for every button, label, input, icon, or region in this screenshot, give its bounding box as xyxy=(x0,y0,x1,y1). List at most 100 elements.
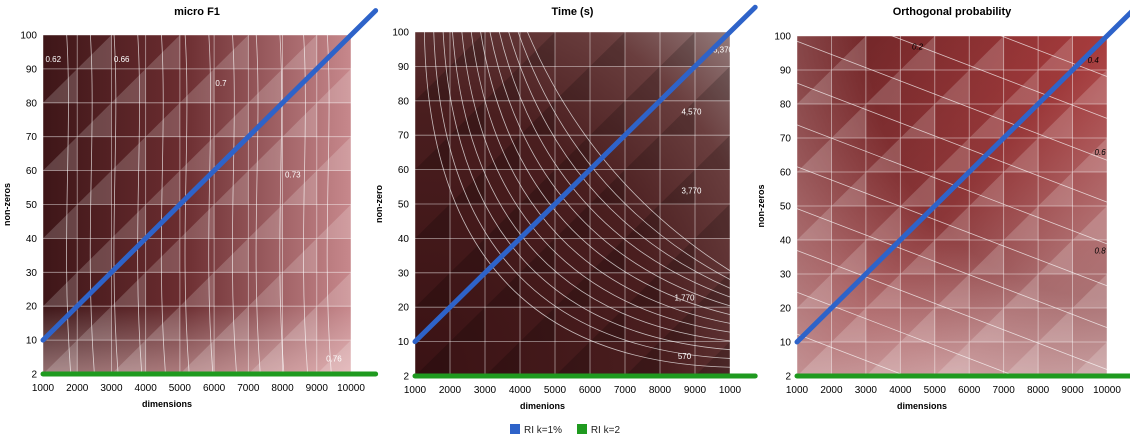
y-tick-label: 90 xyxy=(398,62,410,73)
heatmap-facets xyxy=(797,36,1107,376)
y-tick-label: 30 xyxy=(26,268,38,279)
x-tick-label: 7000 xyxy=(237,383,260,394)
heatmap-facet xyxy=(797,138,832,172)
heatmap-facet xyxy=(43,136,78,171)
x-tick-label: 3000 xyxy=(100,383,123,394)
heatmap-facet xyxy=(934,342,970,376)
heatmap-facet xyxy=(865,274,901,308)
heatmap-facet xyxy=(695,135,730,170)
contour-label: 4,570 xyxy=(681,108,702,117)
heatmap-facet xyxy=(590,307,625,342)
heatmap-facet xyxy=(660,100,695,136)
y-tick-label: 70 xyxy=(26,132,38,143)
heatmap-facet xyxy=(625,204,660,239)
contour-line xyxy=(498,31,731,298)
contour-label: 0.66 xyxy=(114,55,130,64)
contour-line xyxy=(796,166,1108,287)
chart-panel-3: Orthogonal probability 1000 2000 3000 4000 50… xyxy=(756,0,1130,424)
y-tick-label: 60 xyxy=(780,168,792,179)
contour-line xyxy=(470,31,731,324)
x-tick-label: 10000 xyxy=(1093,385,1121,396)
heatmap-facet xyxy=(1003,70,1039,104)
x-tick-label: 5000 xyxy=(924,385,947,396)
y-tick-label: 20 xyxy=(780,304,792,315)
x-tick-label: 1000 xyxy=(719,385,742,396)
y-tick-label: 20 xyxy=(398,303,410,314)
heatmap-facets xyxy=(415,32,730,376)
y-tick-label: 30 xyxy=(398,268,410,279)
heatmap-facet xyxy=(485,341,520,376)
heatmap-facet xyxy=(900,172,935,206)
y-tick-label: 100 xyxy=(392,28,409,39)
heatmap-facet xyxy=(969,36,1004,70)
heatmap-facet xyxy=(1003,274,1039,308)
y-tick-label: 30 xyxy=(780,270,792,281)
heatmap-facet xyxy=(248,204,283,239)
y-tick-label: 90 xyxy=(780,66,792,77)
heatmap-facet xyxy=(625,66,660,101)
contour-line xyxy=(796,250,1108,370)
contour-line xyxy=(303,34,309,375)
heatmap-facet xyxy=(282,238,317,273)
heatmap-facet xyxy=(179,68,215,103)
contour-label: 3,770 xyxy=(681,187,702,196)
contour-line xyxy=(796,40,1108,161)
y-tick-label: 10 xyxy=(780,338,792,349)
x-tick-label: 6000 xyxy=(958,385,981,396)
heatmap-facet xyxy=(450,307,485,342)
heatmap-facet xyxy=(590,169,625,204)
contour-line xyxy=(423,31,731,368)
heatmap-facet xyxy=(316,272,351,307)
legend-label-ri-k2: RI k=2 xyxy=(590,425,621,436)
contour-label: 0.8 xyxy=(1095,247,1107,256)
contour-line xyxy=(89,34,95,375)
contour-line xyxy=(255,34,261,375)
chart-title: micro F1 xyxy=(174,6,220,18)
heatmap-facet xyxy=(555,204,590,239)
heatmap-facet xyxy=(590,32,625,67)
series-line-ri-k1pct xyxy=(412,4,758,345)
heatmap-facet xyxy=(1038,104,1073,138)
contour-line xyxy=(906,0,1108,77)
heatmap-facets xyxy=(43,35,351,374)
heatmap-facet xyxy=(214,102,249,137)
legend-label-ri-k1pct: RI k=1% xyxy=(523,425,563,436)
heatmap-facet xyxy=(865,70,901,104)
y-tick-label: 100 xyxy=(20,31,37,42)
heatmap-facet xyxy=(969,240,1004,274)
heatmap-facet xyxy=(111,68,146,103)
heatmap-facet xyxy=(77,35,112,69)
heatmap-facet xyxy=(660,307,695,342)
heatmap-facet xyxy=(1038,240,1073,274)
contour-label: 0.7 xyxy=(215,79,227,88)
heatmap-facet xyxy=(831,308,866,342)
contour-line xyxy=(184,34,190,375)
contour-line xyxy=(1015,0,1108,36)
heatmap-facet xyxy=(555,272,590,308)
heatmap-facet xyxy=(1038,172,1073,206)
heatmap-facet xyxy=(900,104,935,138)
y-tick-label: 40 xyxy=(26,234,38,245)
figure-svg: micro F1 1000 2000 3000 4000 5000 6000 7000 8000… xyxy=(2,0,1130,424)
heatmap-facet xyxy=(214,35,249,69)
heatmap-facet xyxy=(145,238,180,273)
contour-line xyxy=(113,34,119,375)
series-line-ri-k1pct xyxy=(40,8,379,343)
heatmap-facet xyxy=(415,341,450,376)
contour-line xyxy=(160,34,166,375)
heatmap-facet xyxy=(625,341,660,376)
heatmap-facet xyxy=(145,102,180,137)
heatmap-facet xyxy=(555,66,590,101)
heatmap-facet xyxy=(282,306,317,341)
y-tick-label: 10 xyxy=(26,336,38,347)
x-axis-label: dimenions xyxy=(520,401,565,411)
heatmap-facet xyxy=(969,172,1004,206)
contour-label: 0.62 xyxy=(45,55,61,64)
contour-label: 0.73 xyxy=(285,170,301,179)
heatmap-facet xyxy=(179,340,215,374)
y-tick-label: 2 xyxy=(31,370,37,381)
x-tick-label: 8000 xyxy=(1027,385,1050,396)
heatmap-facet xyxy=(934,274,970,308)
legend-swatch-ri-k2 xyxy=(576,424,587,434)
